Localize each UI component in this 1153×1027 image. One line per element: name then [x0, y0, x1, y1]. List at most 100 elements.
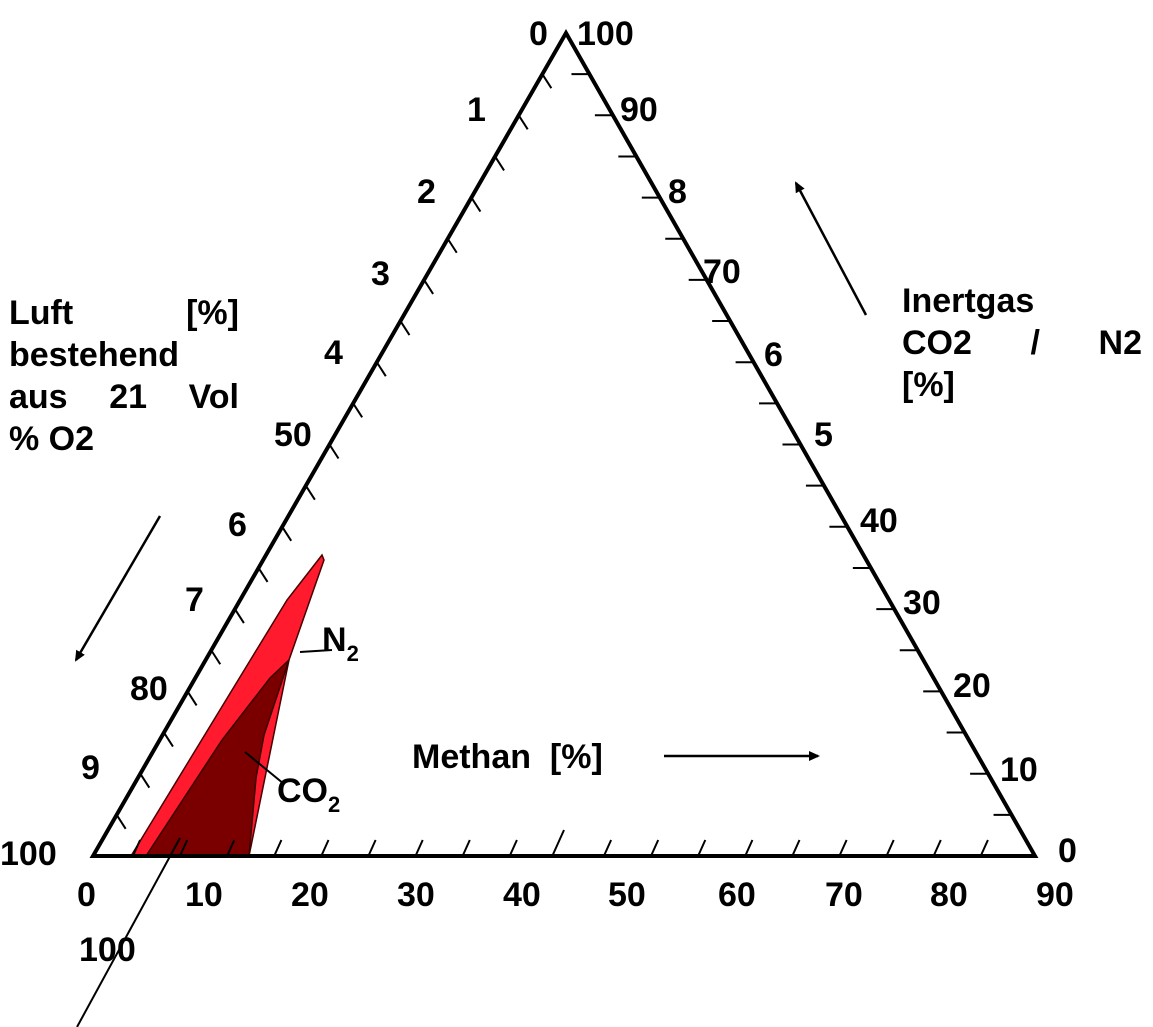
bottom-axis-tick: [273, 839, 283, 857]
air-title-line-3: aus 21 Vol: [9, 376, 239, 418]
left-axis-tick: [517, 114, 529, 130]
air-title-line-2: bestehend: [9, 336, 180, 374]
bottom-axis-label-30: 30: [397, 876, 435, 914]
bottom-axis-tick: [697, 839, 707, 857]
n2-flammable-region: [129, 553, 325, 857]
left-axis-tick: [470, 197, 482, 213]
bottom-axis-tick: [602, 839, 613, 857]
bottom-axis-tick: [744, 839, 754, 857]
n2-leader-line: [299, 649, 333, 653]
bottom-axis-tick: [885, 839, 895, 857]
left-axis-tick: [281, 526, 293, 542]
bottom-axis-tick: [226, 839, 236, 857]
bottom-axis-tick: [508, 839, 518, 857]
air-title-line-4: % O2: [9, 420, 95, 458]
air-title-word: Vol: [188, 378, 239, 416]
left-axis-label-1: 1: [467, 91, 486, 129]
inert-axis-title: Inertgas CO2 / N2 [%]: [902, 280, 1142, 406]
bottom-axis-tick: [367, 839, 377, 857]
left-axis-ticks: [115, 73, 553, 830]
right-axis-label-100: 100: [577, 15, 634, 53]
right-axis-label-8: 8: [668, 173, 687, 211]
bottom-axis-label-90: 90: [1036, 876, 1074, 914]
bottom-axis-tick: [650, 839, 660, 857]
left-axis-label-100: 100: [0, 835, 57, 873]
left-axis-tick: [423, 279, 434, 295]
left-axis-label-9: 9: [81, 749, 100, 787]
left-axis-tick: [541, 73, 553, 89]
bottom-axis-tick: [461, 839, 471, 857]
left-axis-tick: [139, 773, 151, 789]
bottom-axis-label-10: 10: [185, 876, 223, 914]
left-axis-label-0: 0: [529, 15, 548, 53]
inert-title-word: /: [1030, 324, 1040, 362]
right-axis-label-40: 40: [860, 502, 898, 540]
right-axis-label-20: 20: [953, 667, 991, 705]
left-axis-label-3: 3: [371, 255, 390, 293]
right-axis-label-90: 90: [620, 91, 658, 129]
air-arrow: [74, 515, 162, 662]
left-axis-label-50: 50: [274, 416, 312, 454]
left-axis-tick: [210, 649, 222, 665]
left-axis-tick: [399, 320, 411, 336]
left-axis-label-80: 80: [130, 670, 168, 708]
bottom-axis-labels: 0 10 20 30 40 50 60 70 80 90: [77, 876, 1074, 914]
bottom-axis-tick: [551, 829, 565, 857]
bottom-axis-tick: [838, 839, 848, 857]
left-axis-tick: [446, 238, 458, 254]
air-title-line-1: Luft [%]: [9, 292, 239, 334]
bottom-axis-label-60: 60: [718, 876, 756, 914]
bottom-axis-label-50: 50: [608, 876, 646, 914]
right-axis-label-0: 0: [1058, 832, 1077, 870]
n2-region-label: N2: [322, 621, 359, 666]
air-title-word: [%]: [186, 294, 239, 332]
inert-title-line-1: Inertgas: [902, 282, 1035, 320]
diagonal-guide-line: [76, 837, 181, 1027]
right-axis-label-6: 6: [764, 336, 783, 374]
inert-arrow: [794, 181, 868, 316]
left-axis-tick: [375, 361, 387, 377]
air-title-word: Luft: [9, 294, 74, 332]
left-axis-label-2: 2: [417, 173, 436, 211]
bottom-axis-tick: [979, 839, 989, 857]
left-axis-tick: [352, 402, 363, 418]
bottom-axis-tick: [179, 839, 189, 857]
co2-flammable-region: [144, 659, 290, 857]
bottom-axis-tick: [932, 839, 942, 857]
right-axis-label-10: 10: [1000, 751, 1038, 789]
bottom-axis-tick: [131, 839, 142, 857]
bottom-axis-tick: [414, 839, 424, 857]
co2-leader-line: [244, 751, 285, 785]
bottom-axis-tick: [320, 839, 330, 857]
bottom-axis-label-40: 40: [503, 876, 541, 914]
bottom-axis-label-0: 0: [77, 876, 96, 914]
inert-title-word: N2: [1098, 324, 1142, 362]
left-axis-label-4: 4: [324, 334, 343, 372]
left-axis-tick: [163, 732, 174, 748]
left-axis-tick: [234, 608, 245, 624]
air-axis-title: Luft [%] bestehend aus 21 Vol % O2: [9, 292, 239, 460]
bottom-extra-label-100: 100: [79, 931, 136, 969]
methane-axis-title: Methan [%]: [412, 738, 603, 776]
left-axis-tick: [494, 155, 505, 171]
air-title-word: 21: [109, 378, 148, 416]
bottom-axis-label-80: 80: [930, 876, 968, 914]
left-axis-label-7: 7: [185, 581, 204, 619]
left-axis-tick: [115, 814, 127, 830]
left-axis-tick: [186, 690, 198, 706]
right-axis-label-70: 70: [703, 253, 741, 291]
bottom-axis-label-20: 20: [291, 876, 329, 914]
left-axis-tick: [257, 567, 269, 583]
inert-title-line-3: [%]: [902, 366, 955, 404]
right-axis-label-30: 30: [903, 584, 941, 622]
right-axis-label-5: 5: [814, 416, 833, 454]
bottom-axis-label-70: 70: [825, 876, 863, 914]
bottom-axis-tick: [791, 839, 801, 857]
bottom-axis-ticks: [131, 829, 989, 857]
inert-title-line-2: CO2 / N2: [902, 322, 1142, 364]
co2-region-label: CO2: [277, 772, 340, 817]
left-axis-tick: [305, 485, 316, 501]
left-axis-label-6: 6: [228, 506, 247, 544]
right-axis-ticks: [571, 73, 1012, 816]
